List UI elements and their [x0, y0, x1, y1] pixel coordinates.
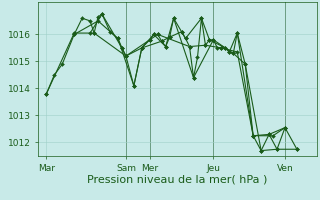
X-axis label: Pression niveau de la mer( hPa ): Pression niveau de la mer( hPa )	[87, 174, 268, 184]
